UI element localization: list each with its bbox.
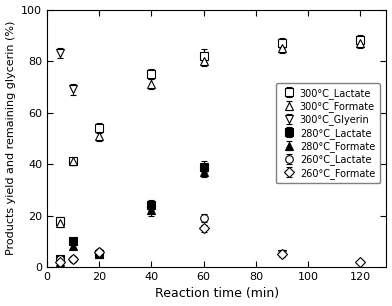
Y-axis label: Products yield and remaining glycerin (%): Products yield and remaining glycerin (%… — [5, 21, 16, 256]
X-axis label: Reaction time (min): Reaction time (min) — [155, 287, 279, 300]
Legend: 300°C_Lactate, 300°C_Formate, 300°C_Glyerin, 280°C_Lactate, 280°C_Formate, 260°C: 300°C_Lactate, 300°C_Formate, 300°C_Glye… — [276, 83, 380, 184]
